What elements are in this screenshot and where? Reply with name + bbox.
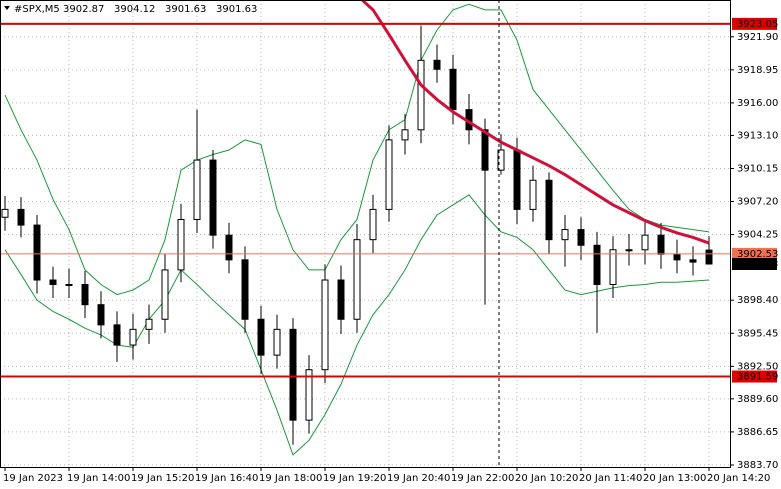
candle-body [337,279,345,320]
candle-body [625,249,633,252]
candle-body [113,324,121,346]
y-tick-label: 3918.95 [737,65,778,76]
y-tick-label: 3883.70 [737,460,778,471]
candle-body [305,369,313,421]
candle-body [1,208,9,218]
candle-body [145,318,153,330]
x-tick-label: 19 Jan 16:40 [195,473,258,484]
candle-body [433,59,441,70]
candle-body [65,284,73,287]
candle-body [225,234,233,261]
candle-body [401,129,409,141]
candle-body [273,328,281,356]
y-tick-label: 3895.45 [737,328,778,339]
symbol: #SPX,M5 [14,4,60,15]
candle-body [241,259,249,320]
level-label: 3902.53 [737,249,778,260]
level-label: 3923.05 [737,19,778,30]
x-tick-label: 20 Jan 11:40 [579,473,642,484]
candle-body [561,229,569,241]
candle-body [33,224,41,281]
menu-arrow [4,6,10,10]
grid [0,0,730,467]
y-tick-label: 3921.90 [737,32,778,43]
candle-body [369,208,377,241]
moving-average [359,0,710,245]
candle-body [129,328,137,346]
bollinger-lower [4,194,710,456]
candle-body [593,244,601,286]
y-tick-label: 3910.15 [737,163,778,174]
candle-body [257,318,265,356]
low-value: 3901.63 [165,4,206,15]
bollinger-upper [4,3,710,296]
level-label: 3891.59 [737,372,778,383]
candle-body [385,139,393,210]
candle-body [161,269,169,320]
x-tick-label: 19 Jan 14:00 [67,473,130,484]
x-tick-label: 20 Jan 10:20 [515,473,578,484]
y-tick-label: 3898.40 [737,295,778,306]
candle-body [193,159,201,220]
y-tick-label: 3886.65 [737,427,778,438]
x-tick-label: 19 Jan 22:00 [451,473,514,484]
y-tick-label: 3889.60 [737,394,778,405]
candle-body [49,279,57,286]
x-tick-label: 19 Jan 18:00 [259,473,322,484]
candle-body [97,304,105,326]
candle-body [657,234,665,255]
plot-frame [0,0,731,468]
candle-body [17,208,25,226]
x-tick-label: 19 Jan 15:20 [131,473,194,484]
header: #SPX,M5 3902.87 3904.12 3901.63 3901.63 [4,4,257,15]
price-label: 3901.63 [737,259,778,270]
x-tick-label: 19 Jan 2023 [3,473,63,484]
candle-body [321,279,329,371]
x-tick-label: 19 Jan 20:40 [387,473,450,484]
x-tick-label: 20 Jan 14:20 [707,473,770,484]
high-value: 3904.12 [114,4,155,15]
candle-body [481,129,489,171]
y-tick-label: 3907.20 [737,197,778,208]
level-tag [732,370,777,383]
close-value: 3901.63 [216,4,257,15]
candle-body [209,159,217,236]
candle-body [577,229,585,246]
candle-body [609,249,617,286]
candle-body [289,328,297,421]
y-tick-label: 3916.00 [737,98,778,109]
candle-body [177,218,185,271]
candle-body [545,179,553,241]
plot [0,0,730,456]
candle-body [81,284,89,306]
candle-body [497,149,505,171]
level-tag [732,17,777,30]
candle-body [513,149,521,210]
level-tag [732,247,777,260]
y-tick-label: 3904.25 [737,230,778,241]
price-tag [732,257,777,270]
y-tick-label: 3892.50 [737,361,778,372]
candle-body [641,234,649,251]
open-value: 3902.87 [63,4,104,15]
candle-body [417,59,425,131]
candle-body [529,179,537,210]
x-tick-label: 20 Jan 13:00 [643,473,706,484]
x-tick-label: 19 Jan 19:20 [323,473,386,484]
axis: 3921.90 3918.95 3916.00 3913.10 3910.15 3907.… [3,17,778,484]
candle-body [705,249,713,265]
candle-body [689,259,697,263]
candle-body [353,239,361,320]
candle-body [673,253,681,261]
y-tick-label: 3913.10 [737,130,778,141]
candle-body [449,68,457,111]
